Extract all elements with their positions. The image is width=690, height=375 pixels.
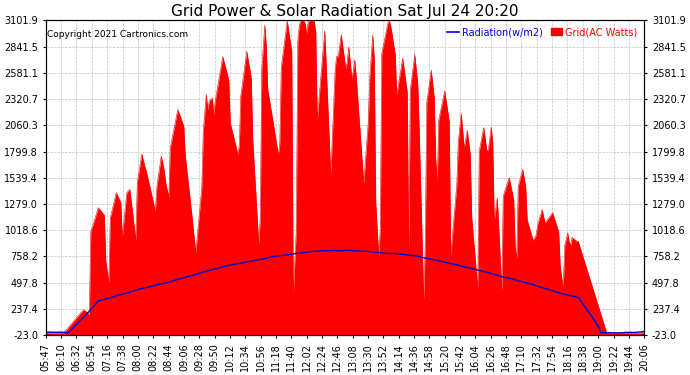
Text: Copyright 2021 Cartronics.com: Copyright 2021 Cartronics.com — [47, 30, 188, 39]
Legend: Radiation(w/m2), Grid(AC Watts): Radiation(w/m2), Grid(AC Watts) — [445, 25, 640, 39]
Title: Grid Power & Solar Radiation Sat Jul 24 20:20: Grid Power & Solar Radiation Sat Jul 24 … — [171, 4, 519, 19]
